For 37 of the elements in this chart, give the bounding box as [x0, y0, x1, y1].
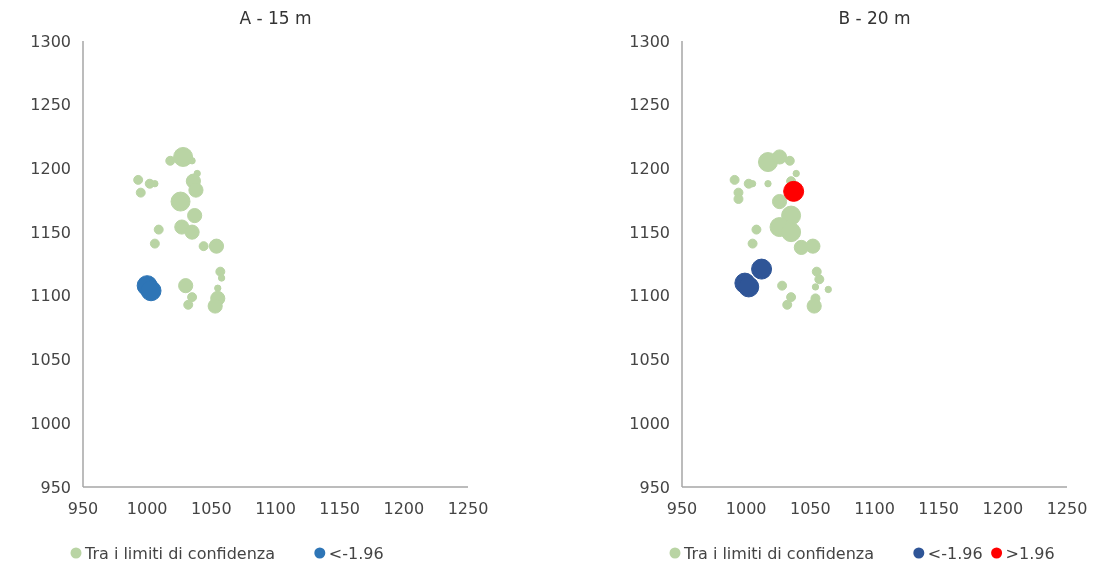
y-tick-label: 1000 [30, 413, 71, 433]
x-tick-label: 1000 [126, 499, 168, 518]
chart-title: B - 20 m [838, 8, 911, 28]
y-tick-label: 1250 [629, 95, 670, 115]
x-tick-label: 950 [67, 499, 99, 518]
x-tick-label: 1100 [854, 499, 895, 518]
legend-label: >1.96 [1005, 543, 1055, 563]
y-tick-label: 950 [639, 477, 670, 497]
y-tick-label: 1150 [629, 222, 670, 242]
x-tick-label: 1150 [319, 499, 361, 518]
y-tick-label: 1150 [30, 222, 71, 242]
x-tick-label: 1100 [255, 499, 296, 518]
y-tick-label: 1000 [629, 413, 670, 433]
y-tick-label: 950 [40, 477, 71, 497]
x-tick-label: 1250 [1046, 499, 1088, 518]
chart-title: A - 15 m [239, 8, 312, 28]
y-tick-label: 1100 [629, 286, 670, 306]
y-tick-label: 1200 [629, 159, 670, 179]
x-tick-label: 1200 [982, 499, 1024, 518]
legend-label: <-1.96 [328, 543, 384, 563]
y-tick-label: 1300 [30, 31, 71, 51]
y-tick-label: 1300 [629, 31, 670, 51]
legend-label: <-1.96 [927, 543, 983, 563]
x-tick-label: 1050 [789, 499, 831, 518]
legend-label: Tra i limiti di confidenza [683, 543, 874, 563]
y-tick-label: 1200 [30, 159, 71, 179]
y-tick-label: 1050 [629, 350, 670, 370]
x-tick-label: 950 [666, 499, 698, 518]
y-tick-label: 1250 [30, 95, 71, 115]
y-tick-label: 1050 [30, 350, 71, 370]
x-tick-label: 1050 [190, 499, 232, 518]
x-tick-label: 1000 [725, 499, 767, 518]
y-tick-label: 1100 [30, 286, 71, 306]
legend-label: Tra i limiti di confidenza [84, 543, 275, 563]
x-tick-label: 1200 [383, 499, 425, 518]
x-tick-label: 1150 [918, 499, 960, 518]
x-tick-label: 1250 [447, 499, 489, 518]
